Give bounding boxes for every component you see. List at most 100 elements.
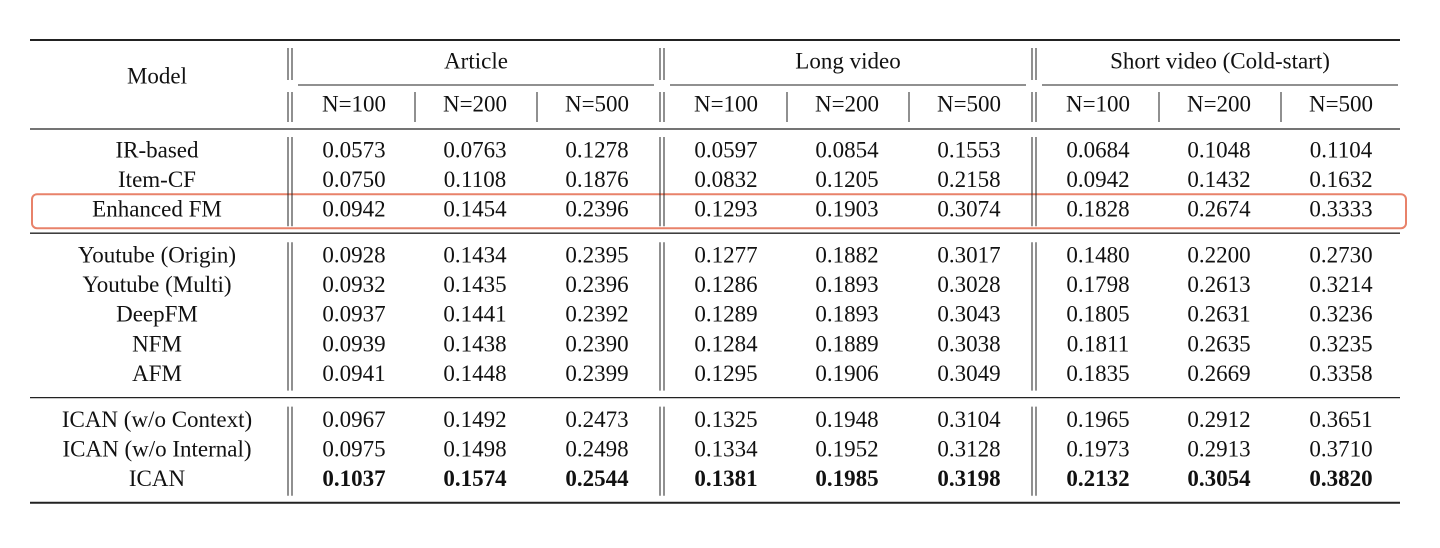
- header-subcolumn: N=100: [694, 91, 758, 116]
- cell-value: 0.1284: [694, 331, 758, 356]
- cell-value: 0.2613: [1187, 272, 1250, 297]
- cell-value: 0.1811: [1067, 331, 1129, 356]
- cell-value: 0.2730: [1309, 242, 1372, 267]
- cell-value: 0.3017: [937, 242, 1000, 267]
- cell-value: 0.2399: [565, 361, 628, 386]
- cell-value: 0.1432: [1187, 167, 1250, 192]
- header-subcolumn: N=100: [1066, 91, 1130, 116]
- cell-value: 0.1334: [694, 436, 758, 461]
- row-label: Enhanced FM: [92, 196, 222, 221]
- cell-value: 0.1553: [937, 137, 1000, 162]
- cell-value: 0.1048: [1187, 137, 1250, 162]
- row-label: NFM: [132, 331, 182, 356]
- cell-value: 0.1277: [694, 242, 757, 267]
- cell-value: 0.3043: [937, 302, 1000, 327]
- cell-value: 0.3054: [1187, 466, 1251, 491]
- cell-value: 0.1632: [1309, 167, 1372, 192]
- cell-value: 0.0942: [322, 196, 385, 221]
- cell-value: 0.1435: [443, 272, 506, 297]
- header-subcolumn: N=100: [322, 91, 386, 116]
- cell-value: 0.3104: [937, 407, 1001, 432]
- cell-value: 0.2498: [565, 436, 628, 461]
- cell-value: 0.1492: [443, 407, 506, 432]
- cell-value: 0.0750: [322, 167, 385, 192]
- cell-value: 0.2158: [937, 167, 1000, 192]
- cell-value: 0.2132: [1066, 466, 1129, 491]
- cell-value: 0.3128: [937, 436, 1000, 461]
- cell-value: 0.1889: [815, 331, 878, 356]
- row-label: ICAN (w/o Internal): [62, 436, 251, 461]
- cell-value: 0.2635: [1187, 331, 1250, 356]
- row-label: Youtube (Origin): [78, 242, 236, 267]
- highlight-box: [31, 193, 1407, 230]
- cell-value: 0.3820: [1309, 466, 1372, 491]
- cell-value: 0.1876: [565, 167, 628, 192]
- cell-value: 0.1574: [443, 466, 507, 491]
- cell-value: 0.1293: [694, 196, 757, 221]
- cell-value: 0.1882: [815, 242, 878, 267]
- header-subcolumn: N=200: [1187, 91, 1251, 116]
- cell-value: 0.1286: [694, 272, 757, 297]
- cell-value: 0.3028: [937, 272, 1000, 297]
- cell-value: 0.0597: [694, 137, 757, 162]
- header-group: Long video: [795, 48, 900, 73]
- cell-value: 0.1037: [322, 466, 385, 491]
- cell-value: 0.0941: [322, 361, 385, 386]
- header-subcolumn: N=500: [1309, 91, 1373, 116]
- cell-value: 0.1835: [1066, 361, 1129, 386]
- cell-value: 0.3651: [1309, 407, 1372, 432]
- row-label: AFM: [132, 361, 182, 386]
- cell-value: 0.0763: [443, 137, 506, 162]
- cell-value: 0.1454: [443, 196, 507, 221]
- cell-value: 0.3074: [937, 196, 1001, 221]
- cell-value: 0.0942: [1066, 167, 1129, 192]
- cell-value: 0.0975: [322, 436, 385, 461]
- row-label: ICAN (w/o Context): [62, 407, 252, 432]
- header-subcolumn: N=500: [937, 91, 1001, 116]
- cell-value: 0.3198: [937, 466, 1000, 491]
- cell-value: 0.2912: [1187, 407, 1250, 432]
- cell-value: 0.3236: [1309, 302, 1372, 327]
- cell-value: 0.2669: [1187, 361, 1250, 386]
- row-label: Youtube (Multi): [82, 272, 231, 297]
- cell-value: 0.3710: [1309, 436, 1372, 461]
- cell-value: 0.1289: [694, 302, 757, 327]
- row-label: ICAN: [129, 466, 186, 491]
- cell-value: 0.1108: [444, 167, 506, 192]
- cell-value: 0.2913: [1187, 436, 1250, 461]
- cell-value: 0.1104: [1310, 137, 1373, 162]
- cell-value: 0.1906: [815, 361, 878, 386]
- cell-value: 0.0928: [322, 242, 385, 267]
- cell-value: 0.1985: [815, 466, 878, 491]
- cell-value: 0.1973: [1066, 436, 1129, 461]
- cell-value: 0.3358: [1309, 361, 1372, 386]
- cell-value: 0.3038: [937, 331, 1000, 356]
- cell-value: 0.1965: [1066, 407, 1129, 432]
- cell-value: 0.2473: [565, 407, 628, 432]
- cell-value: 0.1893: [815, 302, 878, 327]
- cell-value: 0.1828: [1066, 196, 1129, 221]
- cell-value: 0.0832: [694, 167, 757, 192]
- cell-value: 0.0939: [322, 331, 385, 356]
- cell-value: 0.2396: [565, 272, 628, 297]
- cell-value: 0.1441: [443, 302, 506, 327]
- cell-value: 0.3214: [1309, 272, 1373, 297]
- cell-value: 0.1952: [815, 436, 878, 461]
- header-group: Short video (Cold-start): [1110, 48, 1330, 73]
- cell-value: 0.3235: [1309, 331, 1372, 356]
- cell-value: 0.1278: [565, 137, 628, 162]
- cell-value: 0.0932: [322, 272, 385, 297]
- cell-value: 0.0854: [815, 137, 879, 162]
- cell-value: 0.2395: [565, 242, 628, 267]
- cell-value: 0.0967: [322, 407, 385, 432]
- cell-value: 0.1798: [1066, 272, 1129, 297]
- cell-value: 0.1893: [815, 272, 878, 297]
- cell-value: 0.1903: [815, 196, 878, 221]
- cell-value: 0.2392: [565, 302, 628, 327]
- cell-value: 0.0684: [1066, 137, 1130, 162]
- cell-value: 0.1434: [443, 242, 507, 267]
- header-group: Article: [444, 48, 508, 73]
- cell-value: 0.0937: [322, 302, 385, 327]
- cell-value: 0.0573: [322, 137, 385, 162]
- header-subcolumn: N=200: [815, 91, 879, 116]
